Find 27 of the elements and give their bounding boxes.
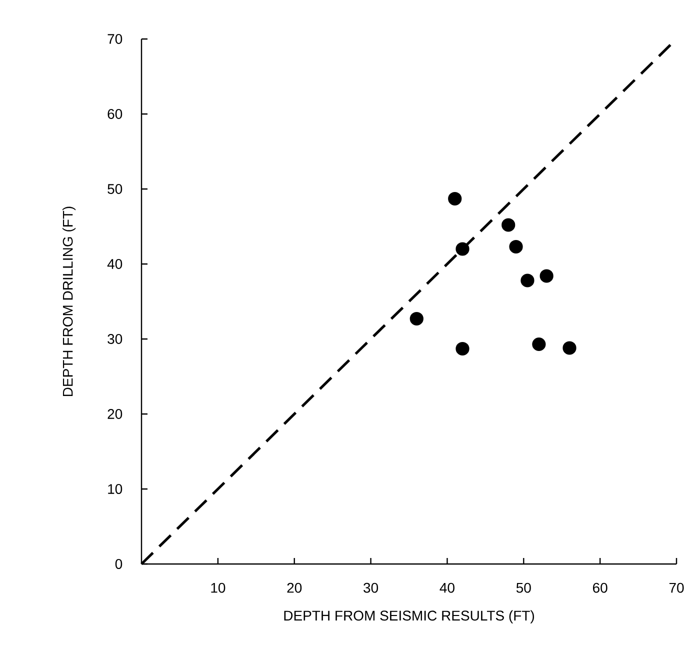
y-tick-label: 20 [108,409,122,419]
y-axis-title: DEPTH FROM DRILLING (FT) [62,206,76,396]
point [456,242,470,256]
point [562,341,576,355]
point [448,192,462,206]
point [410,312,424,326]
point [509,240,523,254]
x-tick-label: 50 [516,582,531,593]
x-tick-label: 70 [669,582,684,593]
y-tick-label: 70 [108,34,122,44]
x-tick-label: 60 [592,582,608,593]
x-tick-label: 20 [287,582,302,593]
y-tick-label: 10 [108,484,122,494]
x-tick-label: 10 [211,582,226,593]
y-tick-label: 50 [108,184,122,194]
y-tick-label: 60 [108,109,122,119]
y-tick-label: 0 [115,559,122,569]
point [540,269,554,283]
x-axis-title: DEPTH FROM SEISMIC RESULTS (FT) [284,610,534,624]
point [502,218,516,232]
x-tick-label: 40 [440,582,454,593]
point [520,274,534,288]
x-tick-label: 30 [364,582,378,593]
y-tick-label: 30 [108,334,122,344]
y-tick-label: 40 [107,259,122,269]
point [532,337,546,352]
point [456,342,470,356]
